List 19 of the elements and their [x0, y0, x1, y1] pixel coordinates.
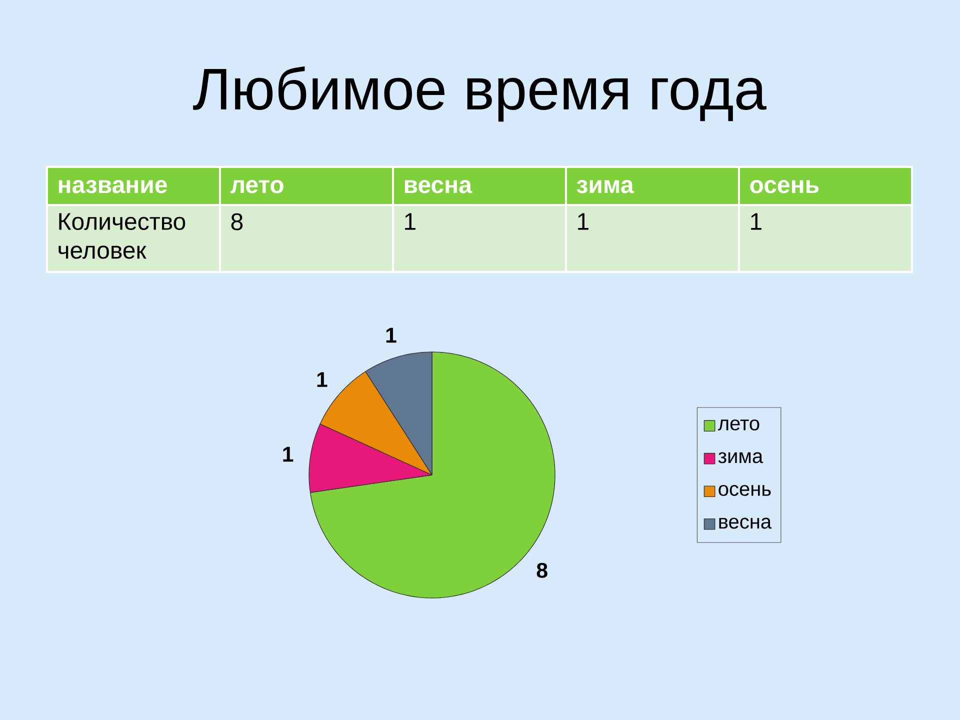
legend-label: осень	[718, 485, 771, 496]
data-label: 8	[536, 562, 548, 578]
legend-label: лето	[718, 419, 760, 430]
data-label: 1	[283, 446, 294, 462]
category-label: осень	[750, 180, 819, 194]
category-label: лето	[230, 180, 284, 194]
data-label: 1	[405, 213, 416, 230]
data-label: 1	[751, 213, 762, 230]
data-label: 1	[578, 213, 588, 230]
category-label: зима	[576, 180, 634, 194]
text: Любимое время года	[193, 66, 766, 122]
legend-label: зима	[718, 452, 764, 464]
data-label: 1	[386, 328, 396, 343]
data-label: 8	[231, 213, 243, 230]
text: Количество человек	[58, 213, 186, 259]
category-label: весна	[404, 180, 472, 194]
data-label: 1	[317, 372, 328, 387]
text: название	[58, 180, 167, 194]
legend-label: весна	[719, 518, 772, 529]
